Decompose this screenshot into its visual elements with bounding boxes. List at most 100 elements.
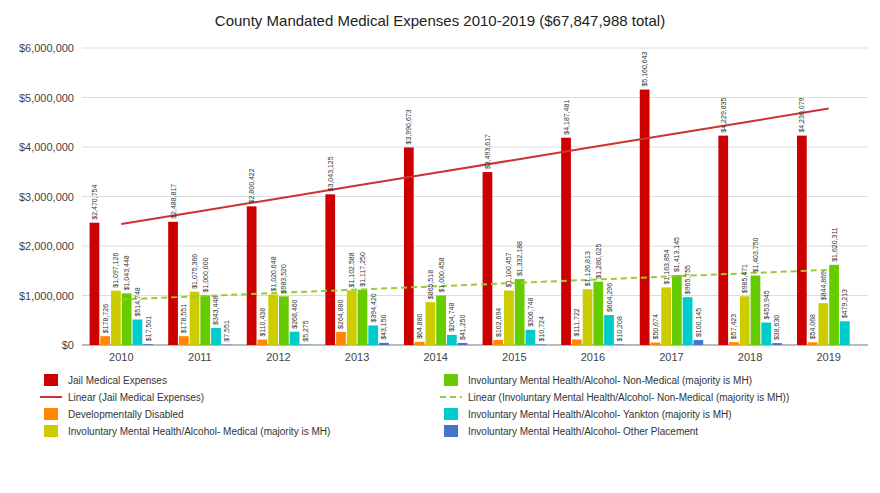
y-tick-label: $2,000,000 bbox=[19, 240, 74, 252]
bar bbox=[840, 321, 850, 345]
data-label: $43,150 bbox=[380, 314, 387, 339]
bar bbox=[718, 136, 728, 345]
data-label: $204,748 bbox=[448, 303, 455, 332]
y-tick-label: $1,000,000 bbox=[19, 290, 74, 302]
x-tick-label: 2013 bbox=[345, 351, 369, 363]
legend-entry: Involuntary Mental Health/Alcohol- Non-M… bbox=[468, 375, 752, 386]
bar bbox=[772, 343, 782, 345]
data-label: $1,102,588 bbox=[348, 252, 355, 287]
bar bbox=[797, 136, 807, 345]
bar bbox=[561, 138, 571, 345]
legend-entry: Involuntary Mental Health/Alcohol- Yankt… bbox=[468, 409, 732, 420]
bar bbox=[100, 336, 110, 345]
legend: Jail Medical ExpensesLinear (Jail Medica… bbox=[40, 374, 789, 437]
data-label: $4,187,481 bbox=[563, 100, 570, 135]
legend-swatch bbox=[444, 425, 458, 437]
data-label: $102,694 bbox=[495, 308, 502, 337]
data-label: $1,126,813 bbox=[584, 251, 591, 286]
data-label: $3,043,125 bbox=[327, 156, 334, 191]
grid-line bbox=[82, 196, 868, 197]
bar bbox=[133, 320, 143, 345]
bar bbox=[808, 342, 818, 345]
chart: County Mandated Medical Expenses 2010-20… bbox=[0, 0, 880, 493]
legend-entry: Jail Medical Expenses bbox=[68, 375, 167, 386]
legend-entry: Involuntary Mental Health/Alcohol- Medic… bbox=[68, 426, 330, 437]
bar bbox=[458, 343, 468, 345]
bar bbox=[336, 332, 346, 345]
legend-swatch bbox=[44, 425, 58, 437]
bar bbox=[415, 342, 425, 345]
bar bbox=[818, 303, 828, 345]
data-label: $38,630 bbox=[773, 315, 780, 340]
title: County Mandated Medical Expenses 2010-20… bbox=[215, 12, 665, 29]
bar bbox=[447, 335, 457, 345]
bar bbox=[615, 344, 625, 345]
bar-series bbox=[111, 287, 828, 345]
data-label: $1,280,025 bbox=[595, 243, 602, 278]
legend-swatch bbox=[44, 374, 58, 386]
bar bbox=[200, 296, 210, 346]
y-tick-label: $6,000,000 bbox=[19, 42, 74, 54]
data-label: $1,075,366 bbox=[191, 254, 198, 289]
data-label: $394,420 bbox=[370, 293, 377, 322]
data-label: $5,275 bbox=[302, 320, 309, 342]
data-label: $3,493,617 bbox=[484, 134, 491, 169]
data-label: $17,501 bbox=[145, 316, 152, 341]
bar bbox=[493, 340, 503, 345]
bar bbox=[268, 294, 278, 345]
bar bbox=[436, 295, 446, 345]
data-label: $343,448 bbox=[213, 296, 220, 325]
data-label: $178,551 bbox=[180, 304, 187, 333]
data-label: $1,117,250 bbox=[359, 252, 366, 287]
data-label: $111,722 bbox=[573, 308, 580, 336]
data-label: $50,674 bbox=[652, 314, 659, 339]
bar bbox=[693, 340, 703, 345]
bar bbox=[740, 296, 750, 345]
data-label: $2,488,817 bbox=[170, 184, 177, 219]
bar bbox=[572, 339, 582, 345]
data-label: $1,100,457 bbox=[505, 252, 512, 287]
bar bbox=[683, 297, 693, 345]
bar bbox=[672, 275, 682, 345]
grid-line bbox=[82, 97, 868, 98]
bar bbox=[347, 290, 357, 345]
data-label: $1,620,311 bbox=[831, 227, 838, 262]
data-label: $100,145 bbox=[695, 308, 702, 337]
bar bbox=[593, 282, 603, 345]
bar bbox=[179, 336, 189, 345]
bar bbox=[300, 344, 310, 345]
data-label: $57,423 bbox=[730, 314, 737, 339]
legend-swatch bbox=[44, 408, 58, 420]
data-label: $10,208 bbox=[616, 316, 623, 341]
x-tick-label: 2016 bbox=[581, 351, 605, 363]
bar bbox=[851, 345, 861, 346]
legend-swatch bbox=[440, 396, 462, 398]
data-label: $453,945 bbox=[763, 290, 770, 319]
bar bbox=[661, 287, 671, 345]
bar bbox=[90, 223, 100, 345]
data-label: $2,800,422 bbox=[248, 168, 255, 203]
bar bbox=[483, 172, 493, 345]
x-tick-label: 2018 bbox=[738, 351, 762, 363]
legend-swatch bbox=[444, 408, 458, 420]
bar bbox=[604, 315, 614, 345]
bar bbox=[368, 325, 378, 345]
data-label: $604,296 bbox=[606, 283, 613, 312]
bar-series bbox=[122, 265, 839, 345]
bar bbox=[379, 343, 389, 345]
bar bbox=[526, 330, 536, 345]
data-label: $965,755 bbox=[684, 265, 691, 294]
legend-entry: Linear (Involuntary Mental Health/Alcoho… bbox=[468, 392, 789, 403]
data-label: $110,438 bbox=[259, 308, 266, 337]
data-label: $7,551 bbox=[223, 320, 230, 342]
bar bbox=[279, 296, 289, 345]
grid-line bbox=[82, 295, 868, 296]
grid-line bbox=[82, 147, 868, 148]
grid-line bbox=[82, 345, 868, 346]
legend-swatch bbox=[444, 374, 458, 386]
bar bbox=[829, 265, 839, 345]
bar bbox=[168, 222, 178, 345]
x-tick-label: 2014 bbox=[423, 351, 447, 363]
y-tick-label: $5,000,000 bbox=[19, 92, 74, 104]
bar bbox=[729, 342, 739, 345]
